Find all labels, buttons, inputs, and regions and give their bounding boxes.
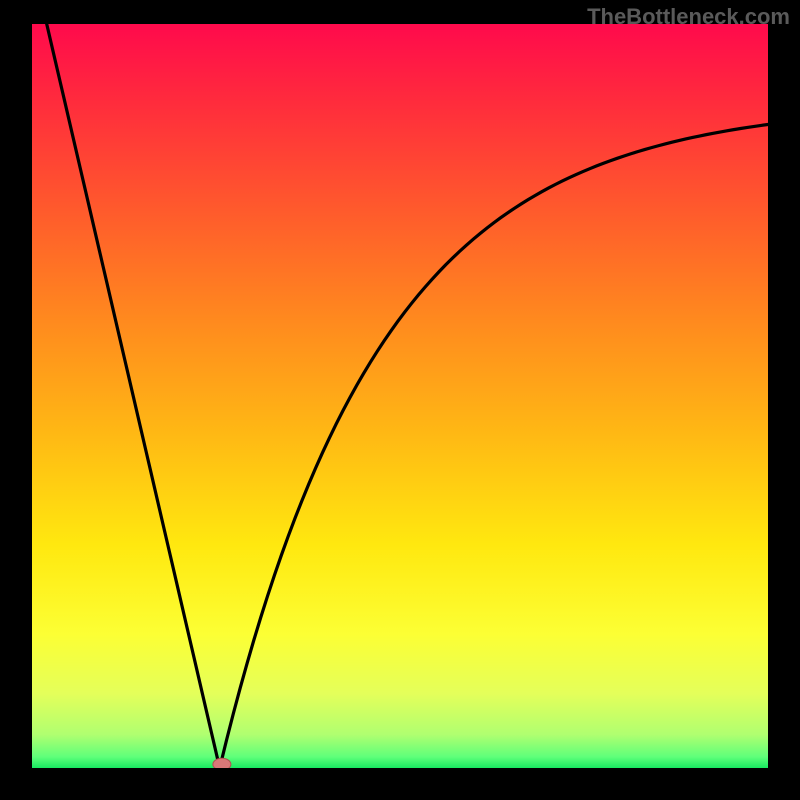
- curve-layer: [32, 24, 768, 768]
- watermark-text: TheBottleneck.com: [587, 4, 790, 30]
- bottleneck-curve: [47, 24, 768, 768]
- plot-area: [32, 24, 768, 768]
- minimum-marker: [213, 758, 231, 768]
